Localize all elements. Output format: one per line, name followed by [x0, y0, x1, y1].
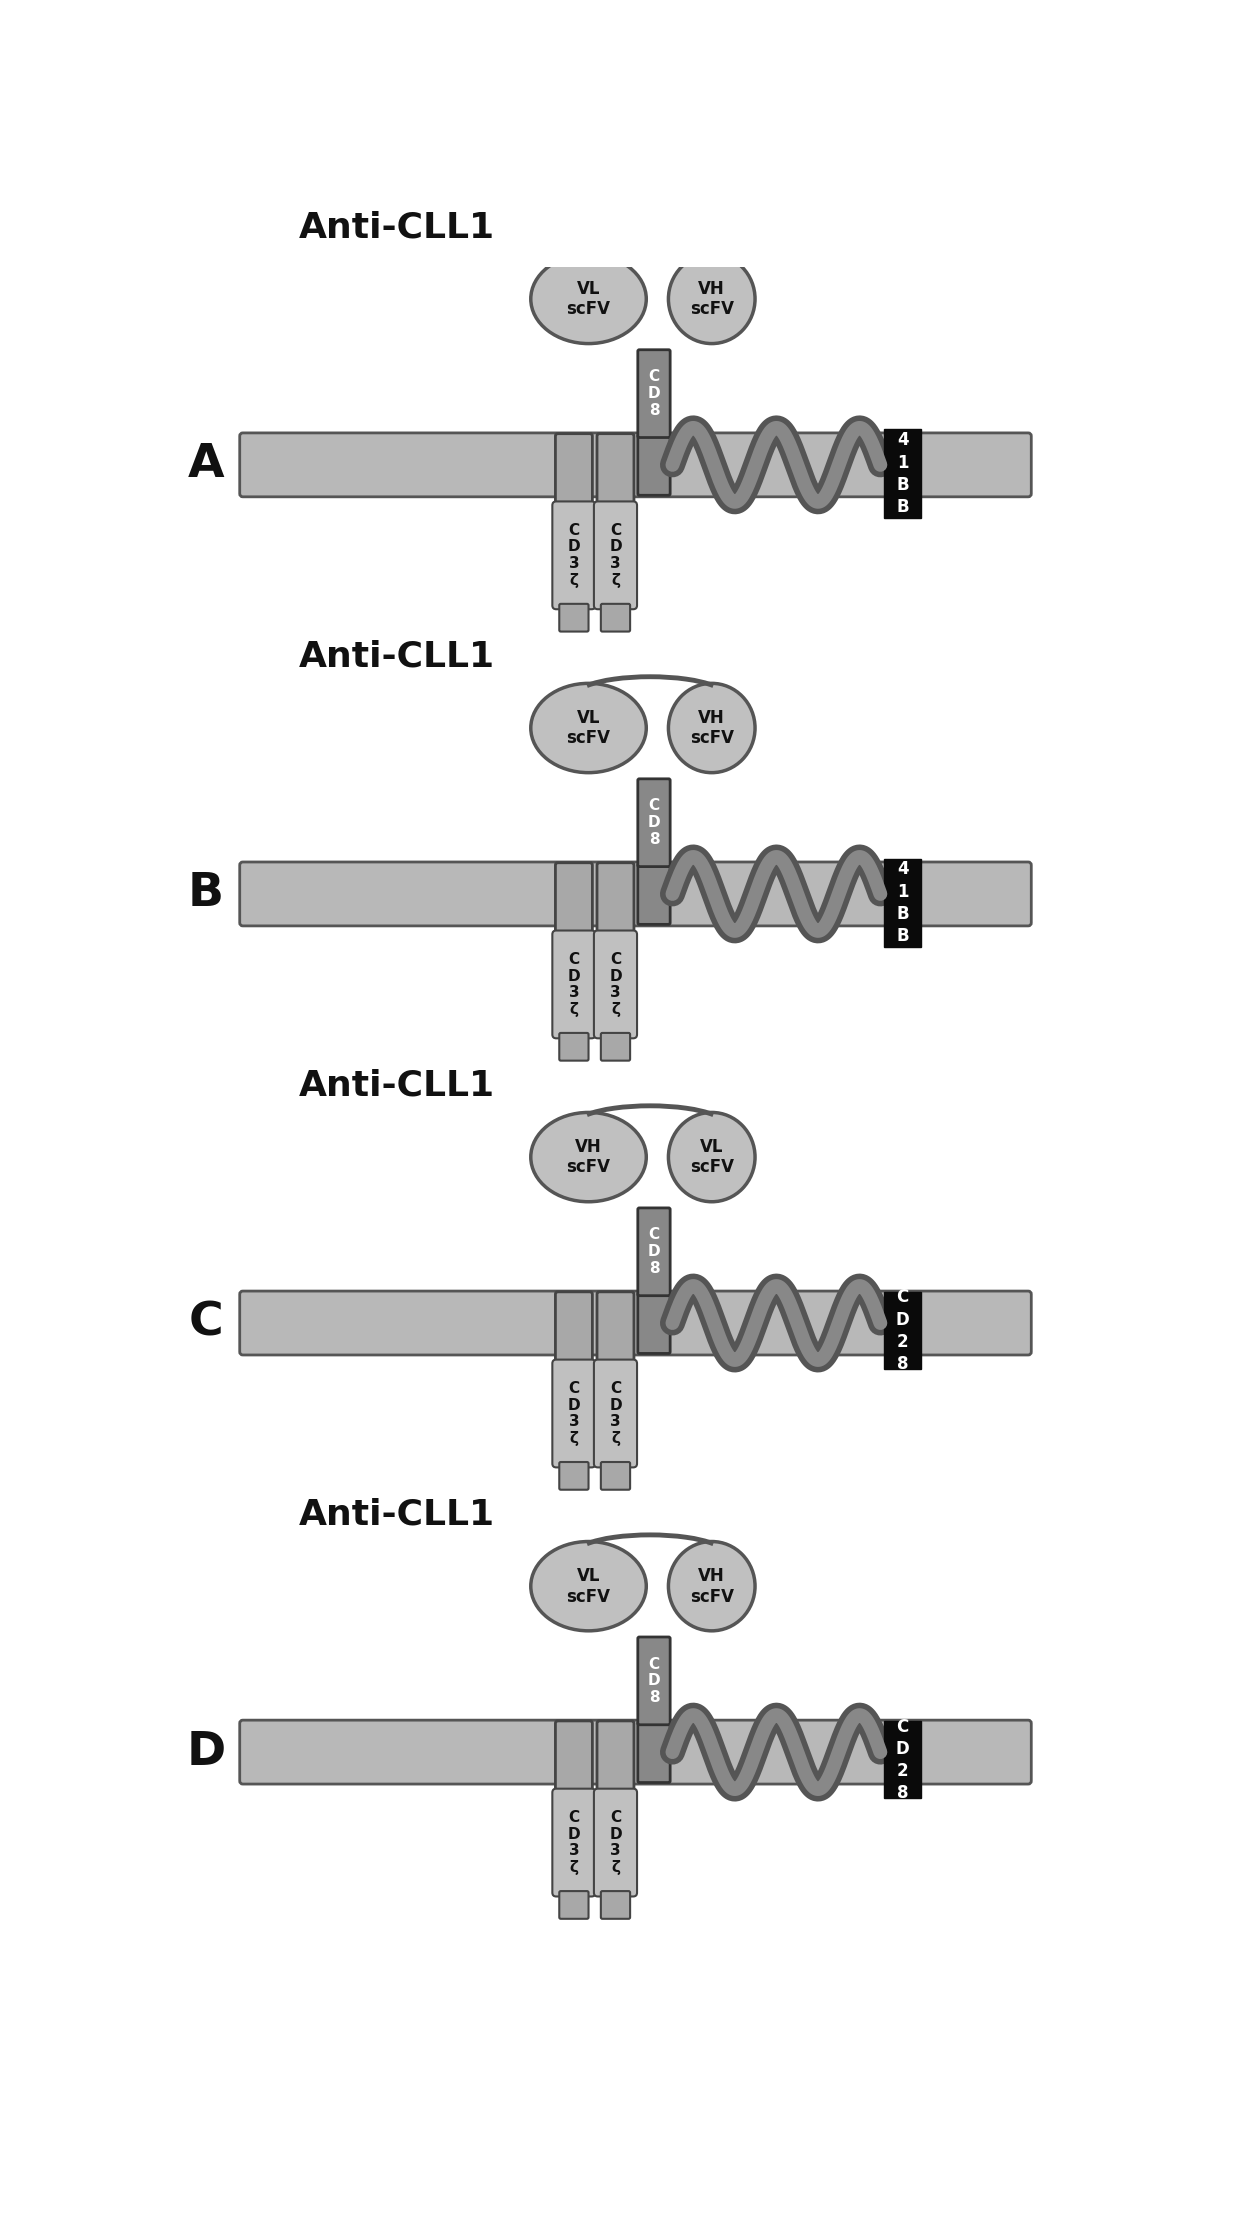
- Text: 4
1
B
B: 4 1 B B: [897, 432, 909, 515]
- Text: B: B: [187, 872, 224, 916]
- Text: C
D
8: C D 8: [647, 1656, 660, 1705]
- Text: C
D
3
ζ: C D 3 ζ: [568, 1380, 580, 1447]
- Text: Anti-CLL1: Anti-CLL1: [299, 1068, 495, 1103]
- Text: C
D
3
ζ: C D 3 ζ: [609, 952, 621, 1016]
- FancyBboxPatch shape: [239, 432, 1032, 497]
- Text: C
D
3
ζ: C D 3 ζ: [568, 522, 580, 588]
- Text: A: A: [187, 441, 224, 488]
- Text: C
D
3
ζ: C D 3 ζ: [568, 952, 580, 1016]
- Text: C
D
3
ζ: C D 3 ζ: [609, 1810, 621, 1875]
- Text: C
D
8: C D 8: [647, 798, 660, 847]
- FancyBboxPatch shape: [556, 1293, 593, 1366]
- Ellipse shape: [531, 1112, 646, 1201]
- Text: C
D
2
8: C D 2 8: [895, 1719, 910, 1801]
- Text: VH
scFV: VH scFV: [689, 1567, 734, 1605]
- FancyBboxPatch shape: [552, 502, 595, 609]
- Ellipse shape: [668, 1112, 755, 1201]
- FancyBboxPatch shape: [559, 1890, 589, 1919]
- Text: VL
scFV: VL scFV: [567, 1567, 610, 1605]
- Ellipse shape: [531, 684, 646, 773]
- FancyBboxPatch shape: [594, 1360, 637, 1467]
- FancyBboxPatch shape: [596, 1293, 634, 1366]
- FancyBboxPatch shape: [637, 1636, 670, 1725]
- Text: VL
scFV: VL scFV: [567, 709, 610, 747]
- FancyBboxPatch shape: [556, 435, 593, 508]
- FancyBboxPatch shape: [637, 1293, 670, 1353]
- FancyBboxPatch shape: [637, 863, 670, 925]
- Text: VH
scFV: VH scFV: [567, 1137, 610, 1177]
- Text: C
D
8: C D 8: [647, 370, 660, 417]
- FancyBboxPatch shape: [637, 1208, 670, 1295]
- FancyBboxPatch shape: [596, 435, 634, 508]
- Text: Anti-CLL1: Anti-CLL1: [299, 210, 495, 245]
- FancyBboxPatch shape: [637, 435, 670, 495]
- Text: C
D
2
8: C D 2 8: [895, 1288, 910, 1373]
- FancyBboxPatch shape: [596, 1721, 634, 1794]
- FancyBboxPatch shape: [552, 929, 595, 1039]
- Ellipse shape: [531, 254, 646, 343]
- FancyBboxPatch shape: [559, 1462, 589, 1489]
- FancyBboxPatch shape: [556, 1721, 593, 1794]
- FancyBboxPatch shape: [601, 1462, 630, 1489]
- Text: VL
scFV: VL scFV: [567, 279, 610, 319]
- Text: VH
scFV: VH scFV: [689, 709, 734, 747]
- FancyBboxPatch shape: [601, 1032, 630, 1061]
- FancyBboxPatch shape: [559, 604, 589, 631]
- FancyBboxPatch shape: [884, 858, 921, 947]
- FancyBboxPatch shape: [596, 863, 634, 936]
- FancyBboxPatch shape: [239, 1721, 1032, 1783]
- Text: 4
1
B
B: 4 1 B B: [897, 860, 909, 945]
- Ellipse shape: [668, 684, 755, 773]
- FancyBboxPatch shape: [884, 430, 921, 517]
- Text: VL
scFV: VL scFV: [689, 1137, 734, 1177]
- FancyBboxPatch shape: [594, 1788, 637, 1897]
- FancyBboxPatch shape: [601, 604, 630, 631]
- Text: Anti-CLL1: Anti-CLL1: [299, 640, 495, 673]
- FancyBboxPatch shape: [594, 502, 637, 609]
- FancyBboxPatch shape: [239, 863, 1032, 925]
- FancyBboxPatch shape: [637, 1721, 670, 1783]
- Text: D: D: [186, 1730, 226, 1774]
- Text: C
D
8: C D 8: [647, 1228, 660, 1275]
- Ellipse shape: [531, 1542, 646, 1632]
- FancyBboxPatch shape: [637, 350, 670, 437]
- Text: VH
scFV: VH scFV: [689, 279, 734, 319]
- FancyBboxPatch shape: [552, 1788, 595, 1897]
- FancyBboxPatch shape: [559, 1032, 589, 1061]
- Text: C: C: [188, 1300, 223, 1346]
- FancyBboxPatch shape: [552, 1360, 595, 1467]
- FancyBboxPatch shape: [239, 1291, 1032, 1355]
- FancyBboxPatch shape: [594, 929, 637, 1039]
- FancyBboxPatch shape: [884, 1721, 921, 1799]
- FancyBboxPatch shape: [556, 863, 593, 936]
- Text: C
D
3
ζ: C D 3 ζ: [609, 1380, 621, 1447]
- Ellipse shape: [668, 254, 755, 343]
- Ellipse shape: [668, 1542, 755, 1632]
- Text: C
D
3
ζ: C D 3 ζ: [568, 1810, 580, 1875]
- Text: Anti-CLL1: Anti-CLL1: [299, 1498, 495, 1531]
- Text: C
D
3
ζ: C D 3 ζ: [609, 522, 621, 588]
- FancyBboxPatch shape: [601, 1890, 630, 1919]
- FancyBboxPatch shape: [884, 1293, 921, 1369]
- FancyBboxPatch shape: [637, 778, 670, 867]
